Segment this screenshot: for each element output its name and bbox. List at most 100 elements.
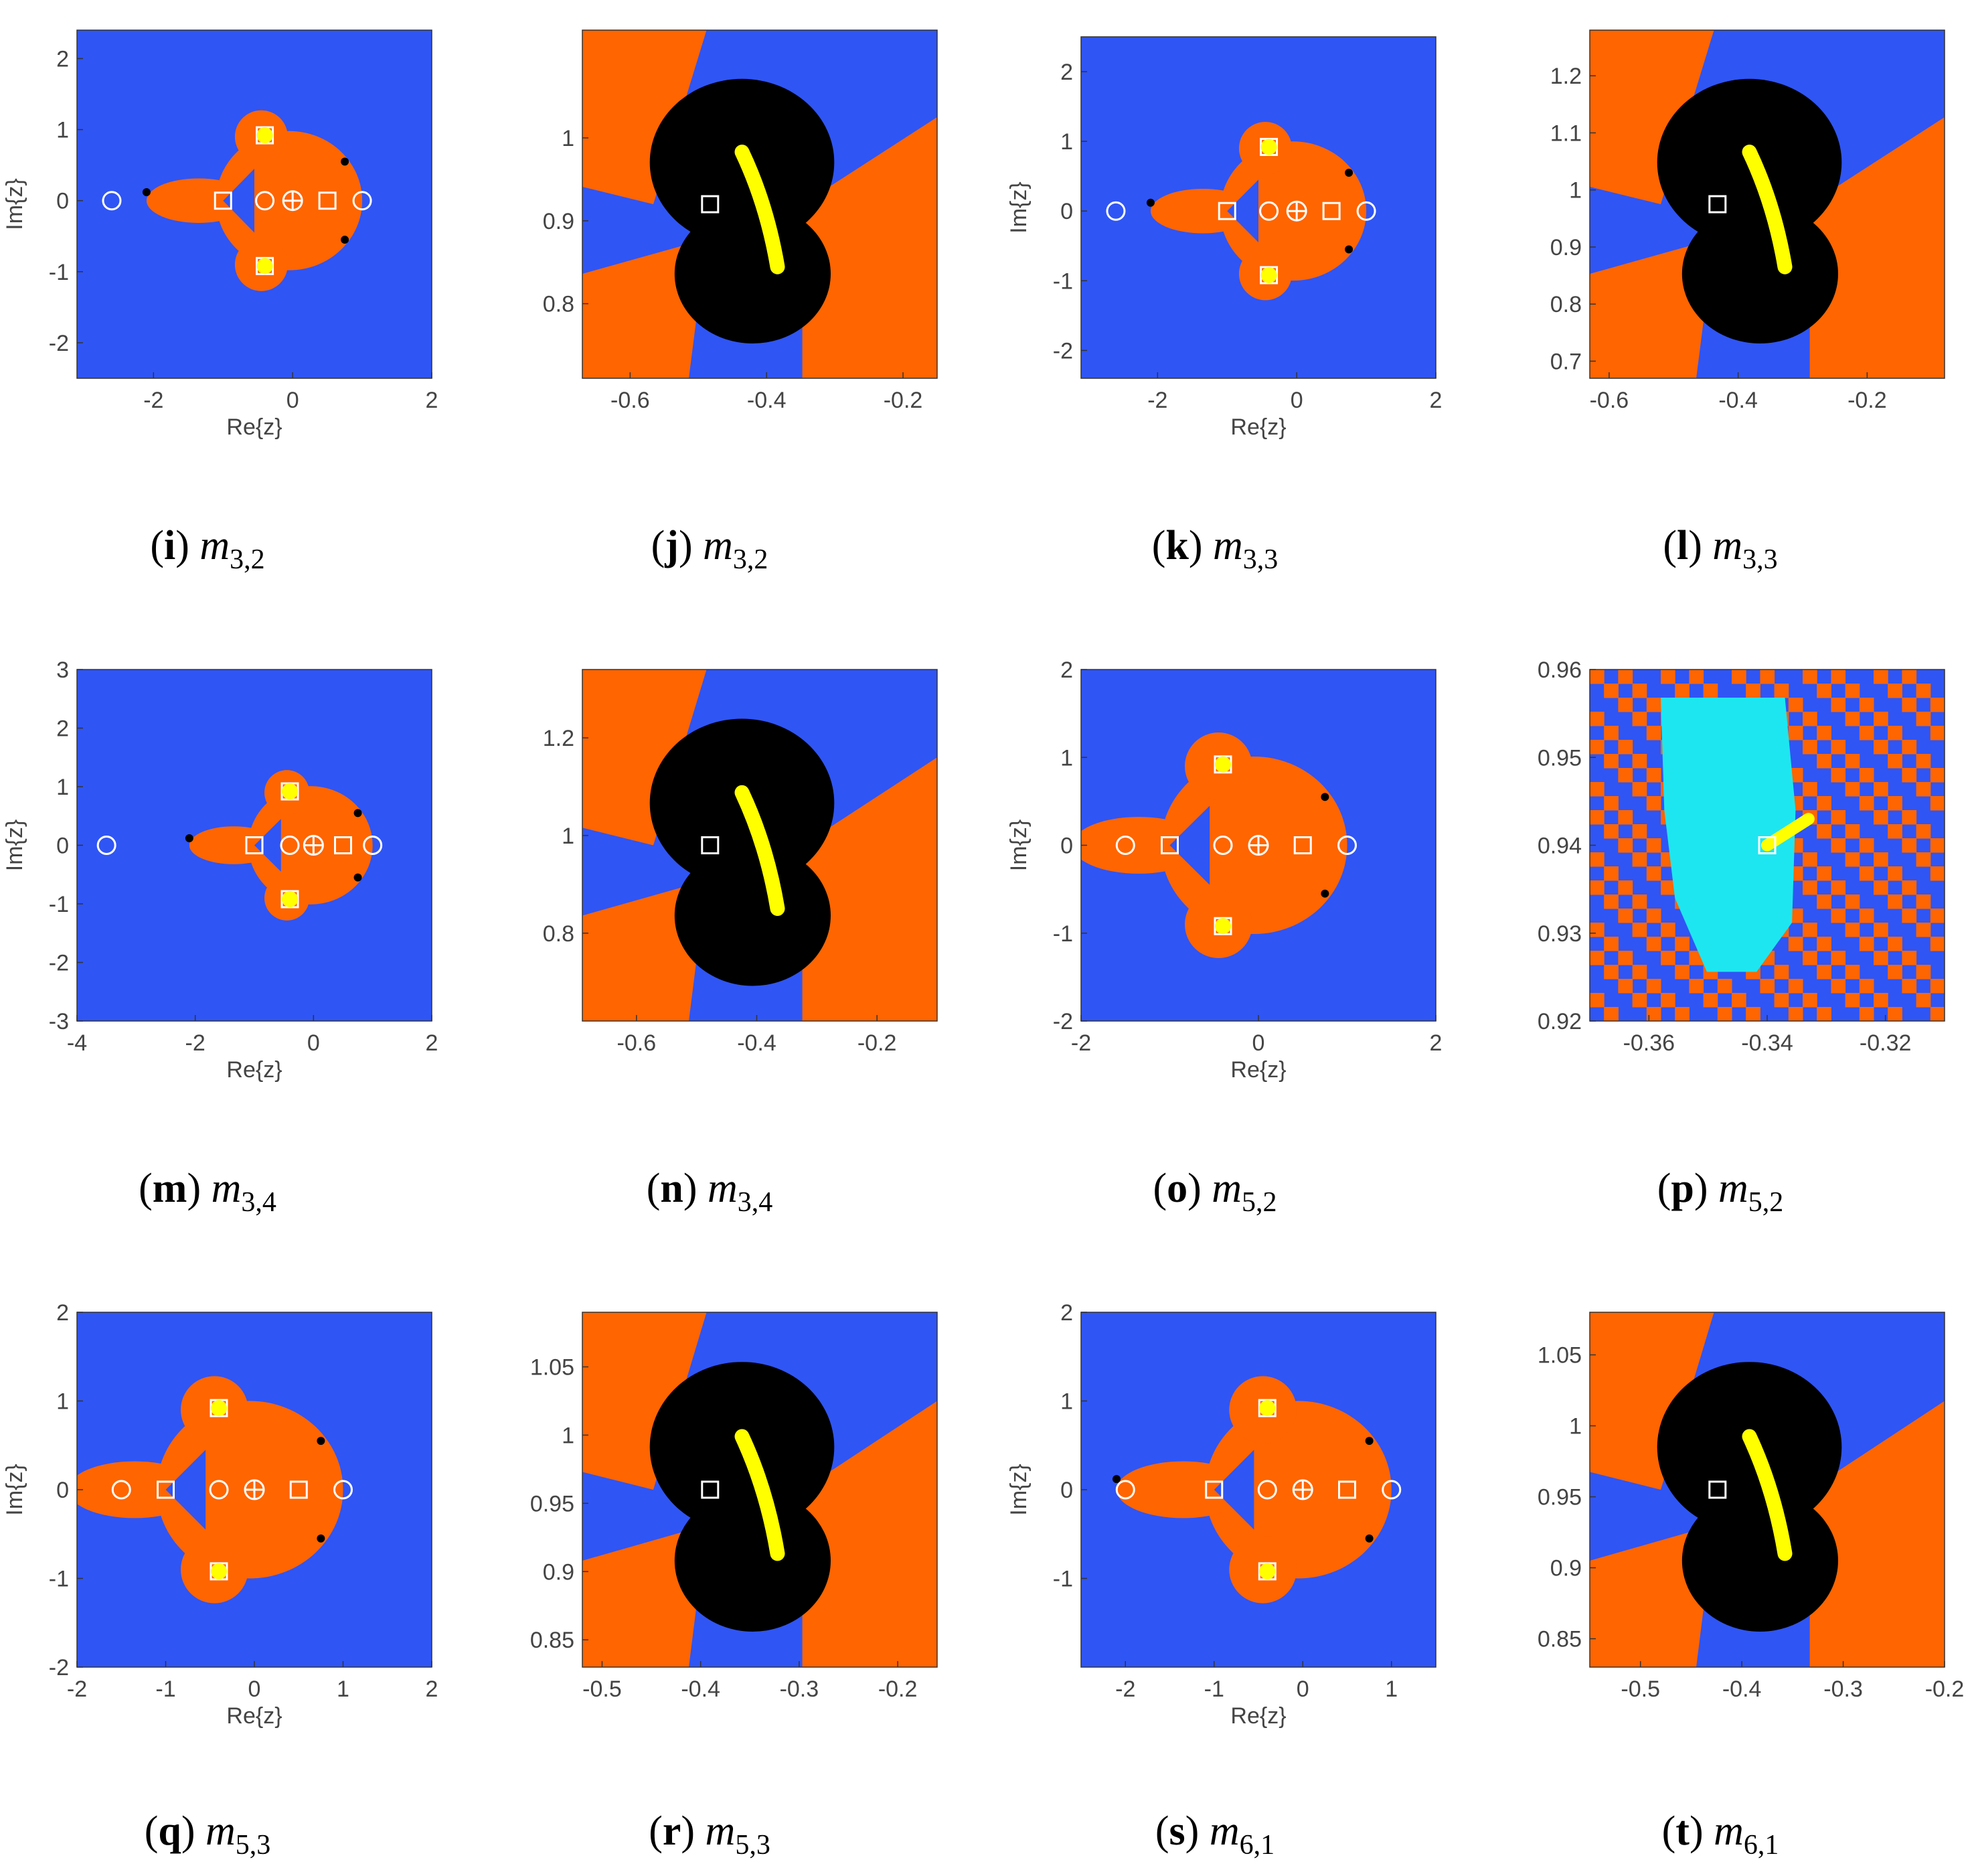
basin-orange-cell: [1646, 796, 1661, 811]
black-speck: [142, 187, 151, 196]
basin-orange-cell: [1916, 993, 1931, 1008]
orbit-cluster-upper: [1215, 756, 1231, 773]
caption-subscript: 3,2: [230, 544, 265, 575]
start-point-circle: [96, 836, 116, 855]
caption-letter: r: [662, 1808, 681, 1854]
black-speck: [341, 236, 349, 244]
basin-orange-cell: [1859, 909, 1874, 923]
y-tick-label: 0.8: [543, 921, 574, 947]
black-speck: [1365, 1534, 1374, 1543]
start-point-circle: [363, 836, 383, 855]
x-tick-label: -0.6: [1590, 388, 1629, 413]
start-point-circle: [209, 1480, 229, 1500]
critical-point-star-cross: [245, 1480, 264, 1499]
basin-orange-cell: [1902, 838, 1917, 853]
caption-symbol: m: [1213, 523, 1243, 568]
basin-cyan: [1661, 698, 1796, 972]
basin-orange-cell: [1732, 670, 1746, 684]
panel-n: -0.6 -0.4 -0.2 0.8 1 1.2: [543, 669, 938, 1056]
caption-letter: t: [1675, 1808, 1690, 1854]
caption-l: (l) m3,3: [1519, 522, 1921, 576]
panel-l: -0.6 -0.4 -0.2 0.7 0.8 0.9 1 1.1 1.2: [1550, 29, 1945, 413]
basin-orange-cell: [1632, 782, 1647, 797]
start-point-circle: [280, 836, 300, 855]
basin-orange-cell: [1874, 951, 1888, 965]
basin-orange-right: [1809, 1401, 1945, 1667]
caption-n: (n) m3,4: [509, 1165, 910, 1219]
basin-orange-cell: [1902, 698, 1917, 712]
panel-q: -2 -1 0 1 2 -2 -1 0 1 2 Re{z} Im{z}: [2, 1300, 438, 1729]
y-tick-label: 1: [1569, 178, 1582, 204]
caption-letter: n: [660, 1166, 683, 1211]
caption-subscript: 5,2: [1242, 1187, 1277, 1218]
basin-orange-cell: [1916, 894, 1931, 909]
caption-paren-open: (: [1657, 1166, 1671, 1211]
start-point-circle: [1106, 201, 1126, 221]
plot-frame: [582, 29, 938, 379]
x-tick-label: 2: [426, 1676, 438, 1702]
basin-orange-cell: [1675, 1007, 1690, 1021]
caption-paren-open: (: [139, 1166, 153, 1211]
x-tick-label: -0.3: [1823, 1676, 1863, 1702]
fixed-point-square: [701, 1480, 720, 1499]
basin-orange-cell: [1646, 909, 1661, 923]
basin-orange-right: [1809, 117, 1945, 378]
caption-o: (o) m5,2: [1014, 1165, 1416, 1219]
fixed-point-square: [334, 836, 352, 854]
basin-orange-cell: [1646, 866, 1661, 881]
y-axis-label: Im{z}: [1006, 819, 1032, 871]
basin-orange-cell: [1859, 1007, 1874, 1021]
basin-orange-cell: [1604, 754, 1619, 769]
basin-orange-cell: [1590, 880, 1605, 895]
basin-orange-cell: [1618, 810, 1633, 825]
y-tick-label: 0: [1060, 199, 1073, 224]
caption-paren-close: ): [678, 523, 704, 568]
y-tick-label: -1: [49, 260, 69, 285]
basin-orange-cell: [1646, 838, 1661, 853]
y-tick-label: 1: [1060, 745, 1073, 771]
basin-orange-cell: [1902, 979, 1917, 994]
julia-black-lower: [1681, 1490, 1838, 1632]
black-speck: [341, 157, 349, 166]
fixed-point-square: [1758, 836, 1777, 854]
critical-point-star-cross: [283, 191, 303, 210]
plot-area-k: [1081, 37, 1436, 378]
caption-paren-close: ): [681, 1808, 706, 1854]
y-axis-label: Im{z}: [2, 819, 27, 871]
basin-orange-cell: [1831, 909, 1846, 923]
fixed-point-square: [157, 1480, 175, 1499]
caption-subscript: 6,1: [1239, 1830, 1275, 1861]
caption-s: (s) m6,1: [1014, 1808, 1416, 1861]
basin-orange-cell: [1859, 866, 1874, 881]
y-tick-label: 2: [1060, 657, 1073, 683]
basin-orange-cell: [1590, 923, 1605, 937]
critical-point-star-cross: [304, 836, 323, 855]
basin-orange-cell: [1902, 768, 1917, 783]
basin-orange-cell: [1732, 993, 1746, 1008]
fixed-point-square: [1293, 836, 1312, 854]
basin-orange-cell: [1874, 852, 1888, 867]
basin-orange-cell: [1874, 670, 1888, 684]
orbit-cluster-upper: [256, 127, 273, 144]
basin-orange-cell: [1916, 754, 1931, 769]
basin-orange-cell: [1646, 1007, 1661, 1021]
plot-area-l: [1590, 30, 1945, 378]
basin-orange-cell: [1803, 951, 1817, 965]
plot-area-q: [77, 1312, 432, 1667]
basin-orange-cell: [1803, 670, 1817, 684]
caption-symbol: m: [1714, 1808, 1744, 1854]
x-tick-label: -4: [67, 1030, 87, 1056]
basin-orange-cell: [1646, 937, 1661, 951]
y-tick-label: -2: [1053, 1009, 1073, 1034]
basin-orange-cell: [1817, 937, 1831, 951]
x-tick-label: 2: [426, 1030, 438, 1056]
y-tick-label: 1: [562, 1423, 574, 1448]
black-speck: [185, 834, 193, 842]
caption-m: (m) m3,4: [7, 1165, 408, 1219]
black-speck: [1321, 889, 1329, 898]
basin-orange-cell: [1902, 740, 1917, 755]
caption-subscript: 5,3: [235, 1830, 271, 1861]
basin-orange-cell: [1618, 979, 1633, 994]
y-tick-label: -1: [1053, 921, 1073, 947]
caption-paren-open: (: [1151, 523, 1166, 568]
